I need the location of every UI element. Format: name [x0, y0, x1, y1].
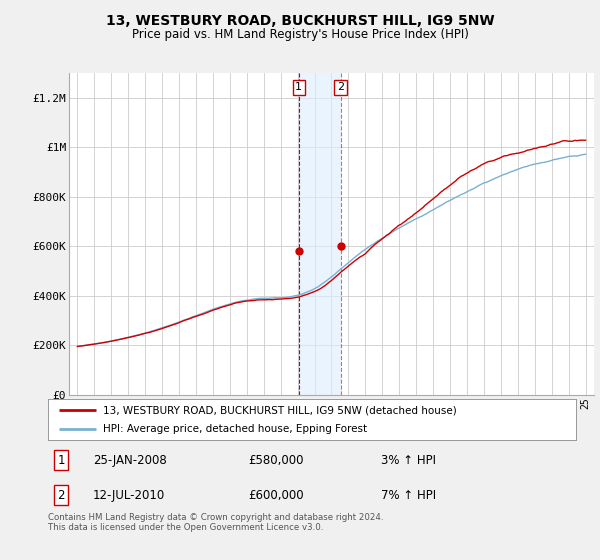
Text: 2: 2	[337, 82, 344, 92]
Text: 1: 1	[295, 82, 302, 92]
Text: 12-JUL-2010: 12-JUL-2010	[93, 489, 165, 502]
Text: 7% ↑ HPI: 7% ↑ HPI	[380, 489, 436, 502]
Text: 25-JAN-2008: 25-JAN-2008	[93, 454, 167, 466]
Text: £600,000: £600,000	[248, 489, 304, 502]
Text: Contains HM Land Registry data © Crown copyright and database right 2024.
This d: Contains HM Land Registry data © Crown c…	[48, 513, 383, 533]
Text: £580,000: £580,000	[248, 454, 304, 466]
Bar	[299, 73, 341, 395]
Text: Price paid vs. HM Land Registry's House Price Index (HPI): Price paid vs. HM Land Registry's House …	[131, 28, 469, 41]
Text: 13, WESTBURY ROAD, BUCKHURST HILL, IG9 5NW: 13, WESTBURY ROAD, BUCKHURST HILL, IG9 5…	[106, 14, 494, 28]
Text: 2: 2	[58, 489, 65, 502]
Text: 3% ↑ HPI: 3% ↑ HPI	[380, 454, 436, 466]
Text: 13, WESTBURY ROAD, BUCKHURST HILL, IG9 5NW (detached house): 13, WESTBURY ROAD, BUCKHURST HILL, IG9 5…	[103, 405, 457, 415]
Text: HPI: Average price, detached house, Epping Forest: HPI: Average price, detached house, Eppi…	[103, 424, 368, 433]
Text: 1: 1	[58, 454, 65, 466]
